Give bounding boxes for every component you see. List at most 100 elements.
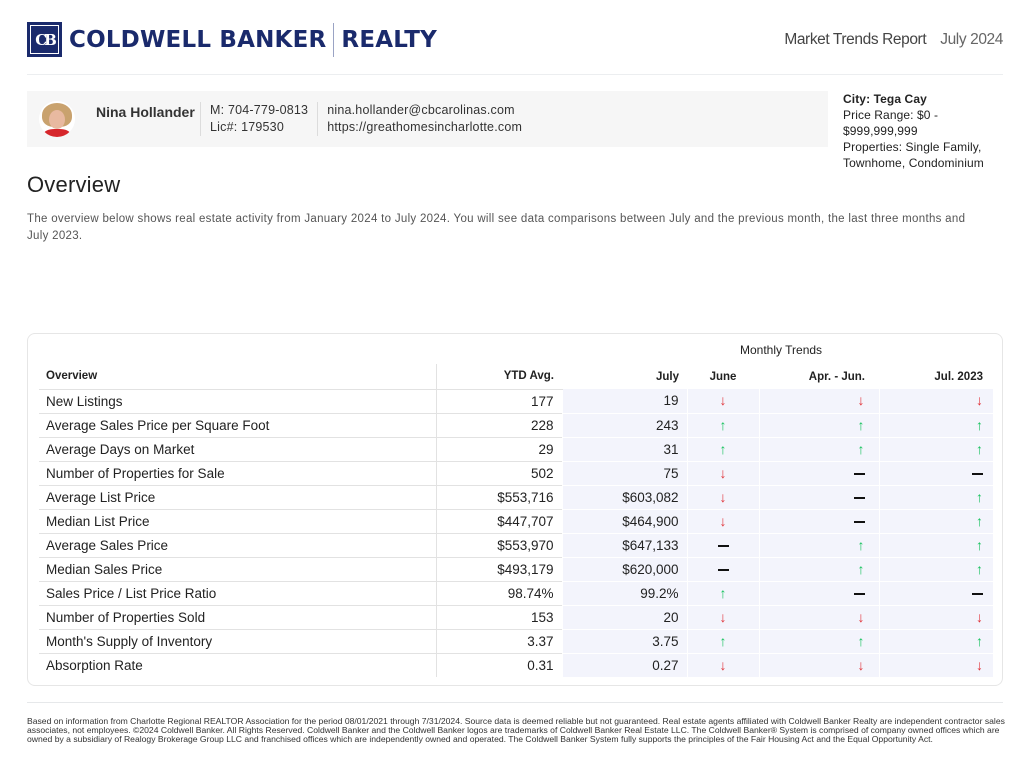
trend-apr-jun (758, 508, 879, 533)
agent-card: Nina Hollander M: 704-779-0813 Lic#: 179… (27, 91, 828, 147)
row-label: Number of Properties Sold (39, 604, 437, 629)
trend-jul-2023: ↓ (878, 604, 993, 629)
agent-divider (317, 102, 319, 136)
trend-june (686, 532, 759, 557)
trend-jul-2023: ↑ (878, 508, 993, 533)
ytd-avg-value: $493,179 (436, 556, 562, 581)
arrow-up-icon: ↑ (976, 488, 983, 505)
table-row: Month's Supply of Inventory 3.37 3.75 ↑ ↑ ↑ (39, 628, 993, 653)
trend-jul-2023: ↑ (878, 484, 993, 509)
arrow-up-icon: ↑ (857, 560, 865, 577)
july-value: 75 (561, 460, 687, 485)
trend-jul-2023: ↑ (878, 412, 993, 437)
arrow-down-icon: ↓ (719, 488, 727, 505)
agent-phone-license: M: 704-779-0813 Lic#: 179530 (201, 102, 317, 136)
trend-jul-2023: ↑ (878, 532, 993, 557)
ytd-avg-value: 153 (436, 604, 562, 629)
arrow-up-icon: ↑ (719, 584, 727, 601)
trend-jul-2023: ↓ (878, 652, 993, 677)
trend-apr-jun: ↑ (758, 412, 879, 437)
agent-email-link[interactable]: nina.hollander@cbcarolinas.com (327, 103, 515, 117)
table-row: Number of Properties for Sale 502 75 ↓ (39, 460, 993, 485)
table-row: Average Days on Market 29 31 ↑ ↑ ↑ (39, 436, 993, 461)
ytd-avg-value: 177 (436, 388, 562, 413)
row-label: Number of Properties for Sale (39, 460, 437, 485)
ytd-avg-value: 98.74% (436, 580, 562, 605)
criteria-price-range: Price Range: $0 - (843, 108, 939, 122)
arrow-down-icon: ↓ (976, 392, 983, 409)
table-row: Number of Properties Sold 153 20 ↓ ↓ ↓ (39, 604, 993, 629)
arrow-up-icon: ↑ (976, 512, 983, 529)
table-row: Median List Price $447,707 $464,900 ↓ ↑ (39, 508, 993, 533)
row-label: Average Days on Market (39, 436, 437, 461)
trend-jul-2023 (878, 460, 993, 485)
agent-avatar (39, 101, 75, 137)
ytd-avg-value: 0.31 (436, 652, 562, 677)
trend-apr-jun (758, 580, 879, 605)
trend-apr-jun: ↑ (758, 628, 879, 653)
no-change-dash-icon (853, 592, 865, 595)
arrow-down-icon: ↓ (857, 656, 865, 673)
arrow-up-icon: ↑ (976, 536, 983, 553)
trend-apr-jun: ↓ (758, 652, 879, 677)
trend-apr-jun (758, 484, 879, 509)
agent-divider (200, 102, 201, 136)
table-row: Average Sales Price $553,970 $647,133 ↑ ↑ (39, 532, 993, 557)
overview-heading: Overview (27, 172, 121, 197)
ytd-avg-value: 3.37 (436, 628, 562, 653)
report-title: Market Trends Report July 2024 (784, 31, 1003, 49)
footer-disclaimer: Based on information from Charlotte Regi… (27, 716, 1005, 744)
criteria-price-range-value: $999,999,999 (843, 124, 918, 138)
trend-june: ↑ (686, 436, 759, 461)
row-label: Month's Supply of Inventory (39, 628, 437, 653)
trend-apr-jun: ↑ (758, 556, 879, 581)
trend-june: ↑ (686, 580, 759, 605)
july-value: 243 (561, 412, 687, 437)
agent-license: Lic#: 179530 (210, 120, 284, 134)
overview-table-card: Monthly Trends Overview YTD Avg. July Ju… (27, 333, 1003, 686)
agent-mobile[interactable]: M: 704-779-0813 (210, 103, 309, 117)
overview-description: The overview below shows real estate act… (27, 213, 966, 242)
trend-apr-jun: ↓ (758, 389, 879, 413)
agent-contact: nina.hollander@cbcarolinas.com https://g… (318, 102, 531, 136)
arrow-up-icon: ↑ (857, 632, 865, 649)
july-value: 19 (561, 389, 687, 413)
row-label: Absorption Rate (39, 652, 437, 677)
criteria-properties: Properties: Single Family, (843, 140, 982, 154)
header-divider (27, 74, 1003, 75)
trend-jul-2023: ↑ (878, 556, 993, 581)
arrow-up-icon: ↑ (976, 560, 983, 577)
arrow-up-icon: ↑ (976, 632, 983, 649)
table-row: New Listings 177 19 ↓ ↓ ↓ (39, 388, 993, 413)
agent-name: Nina Hollander (96, 104, 195, 120)
trend-june: ↓ (686, 460, 759, 485)
overview-table: Overview YTD Avg. July June Apr. - Jun. … (39, 364, 993, 677)
table-header-row: Overview YTD Avg. July June Apr. - Jun. … (39, 364, 993, 389)
arrow-up-icon: ↑ (719, 440, 727, 457)
arrow-down-icon: ↓ (719, 464, 727, 481)
arrow-up-icon: ↑ (719, 416, 727, 433)
report-title-text: Market Trends Report (784, 31, 927, 48)
criteria-city: City: Tega Cay (843, 92, 927, 106)
table-row: Average Sales Price per Square Foot 228 24… (39, 412, 993, 437)
arrow-down-icon: ↓ (719, 512, 727, 529)
july-value: 20 (561, 604, 687, 629)
row-label: New Listings (39, 388, 437, 413)
no-change-dash-icon (972, 472, 983, 475)
trend-jul-2023 (878, 580, 993, 605)
col-header-apr-jun: Apr. - Jun. (808, 370, 865, 383)
col-header-overview: Overview (39, 364, 437, 389)
july-value: $464,900 (561, 508, 687, 533)
table-row: Median Sales Price $493,179 $620,000 ↑ ↑ (39, 556, 993, 581)
monthly-trends-header: Monthly Trends (740, 343, 823, 357)
cb-logo-mark-icon: CB (27, 22, 62, 57)
arrow-up-icon: ↑ (976, 416, 983, 433)
july-value: 31 (561, 436, 687, 461)
trend-june: ↓ (686, 484, 759, 509)
july-value: $620,000 (561, 556, 687, 581)
no-change-dash-icon (853, 496, 865, 499)
table-body: New Listings 177 19 ↓ ↓ ↓ Average Sales Price … (39, 388, 993, 677)
agent-website-link[interactable]: https://greathomesincharlotte.com (327, 120, 523, 134)
trend-june: ↑ (686, 628, 759, 653)
brand-name: COLDWELL BANKER (69, 26, 327, 53)
